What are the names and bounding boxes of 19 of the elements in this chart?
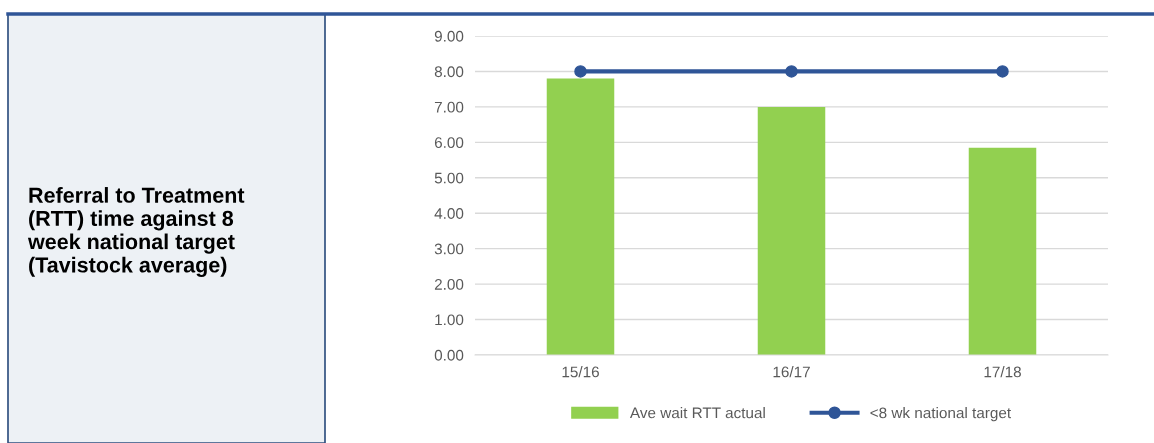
legend-label: <8 wk national target xyxy=(870,407,1012,422)
y-tick-label: 8.00 xyxy=(434,66,464,78)
y-tick-label: 5.00 xyxy=(434,172,464,184)
legend-label: Ave wait RTT actual xyxy=(629,407,765,419)
x-tick-label: 17/18 xyxy=(984,366,1021,378)
y-tick-label: 9.00 xyxy=(434,30,464,42)
y-tick-label: 3.00 xyxy=(434,243,464,255)
y-tick-label: 1.00 xyxy=(435,314,464,326)
bar xyxy=(968,147,1037,355)
text: Referral to Treatment (RTT) time against 8 week national target (Tavistock average) xyxy=(27,187,245,277)
y-tick-label: 0.00 xyxy=(434,349,464,361)
y-tick-label: 6.00 xyxy=(434,137,464,149)
bar xyxy=(546,78,615,355)
x-tick-label: 16/17 xyxy=(773,366,810,378)
x-tick-label: 15/16 xyxy=(562,366,599,378)
y-tick-label: 2.00 xyxy=(434,278,464,290)
y-tick-label: 7.00 xyxy=(434,101,464,113)
y-tick-label: 4.00 xyxy=(434,208,464,219)
bar xyxy=(757,106,826,355)
